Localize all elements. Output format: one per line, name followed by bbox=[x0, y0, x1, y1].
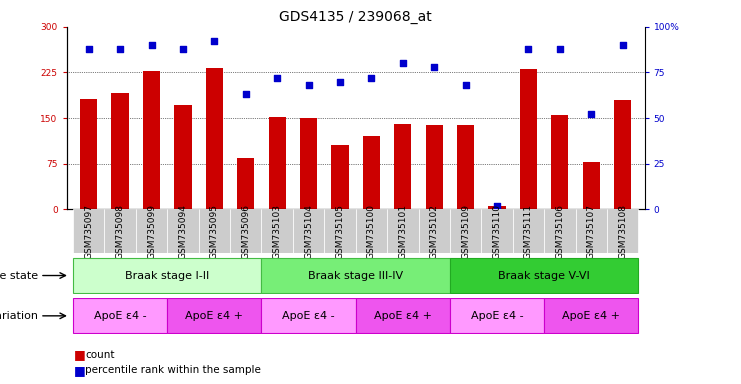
Point bbox=[491, 203, 503, 209]
Bar bbox=[582, 162, 600, 209]
Bar bbox=[262, 258, 450, 293]
Bar bbox=[363, 136, 380, 209]
Bar bbox=[482, 209, 513, 253]
Bar bbox=[73, 298, 167, 333]
Bar bbox=[325, 209, 356, 253]
Bar bbox=[387, 209, 419, 253]
Bar bbox=[206, 68, 223, 209]
Bar bbox=[450, 209, 482, 253]
Bar bbox=[607, 209, 639, 253]
Text: ApoE ε4 -: ApoE ε4 - bbox=[282, 311, 335, 321]
Text: genotype/variation: genotype/variation bbox=[0, 311, 39, 321]
Bar bbox=[450, 258, 639, 293]
Bar bbox=[513, 209, 544, 253]
Bar bbox=[73, 258, 262, 293]
Text: GSM735109: GSM735109 bbox=[461, 204, 470, 259]
Text: percentile rank within the sample: percentile rank within the sample bbox=[85, 365, 261, 375]
Text: GSM735106: GSM735106 bbox=[555, 204, 565, 259]
Point bbox=[554, 46, 566, 52]
Bar bbox=[551, 115, 568, 209]
Bar bbox=[419, 209, 450, 253]
Text: GSM735107: GSM735107 bbox=[587, 204, 596, 259]
Text: GSM735100: GSM735100 bbox=[367, 204, 376, 259]
Text: ■: ■ bbox=[74, 364, 86, 377]
Text: disease state: disease state bbox=[0, 270, 39, 281]
Point bbox=[208, 38, 220, 45]
Bar bbox=[425, 125, 443, 209]
Bar bbox=[576, 209, 607, 253]
Text: GSM735101: GSM735101 bbox=[399, 204, 408, 259]
Text: GSM735104: GSM735104 bbox=[304, 204, 313, 259]
Title: GDS4135 / 239068_at: GDS4135 / 239068_at bbox=[279, 10, 432, 25]
Point bbox=[585, 111, 597, 118]
Text: ApoE ε4 +: ApoE ε4 + bbox=[373, 311, 432, 321]
Text: count: count bbox=[85, 350, 115, 360]
Point bbox=[302, 82, 314, 88]
Text: GSM735108: GSM735108 bbox=[618, 204, 627, 259]
Point bbox=[428, 64, 440, 70]
Text: Braak stage V-VI: Braak stage V-VI bbox=[498, 270, 590, 281]
Bar bbox=[457, 125, 474, 209]
Bar bbox=[544, 298, 639, 333]
Bar bbox=[136, 209, 167, 253]
Bar bbox=[394, 124, 411, 209]
Bar bbox=[262, 298, 356, 333]
Text: Braak stage I-II: Braak stage I-II bbox=[125, 270, 210, 281]
Text: ApoE ε4 +: ApoE ε4 + bbox=[562, 311, 620, 321]
Point bbox=[114, 46, 126, 52]
Text: GSM735111: GSM735111 bbox=[524, 204, 533, 259]
Bar bbox=[143, 71, 160, 209]
Bar bbox=[544, 209, 576, 253]
Bar bbox=[614, 100, 631, 209]
Point bbox=[240, 91, 252, 98]
Bar bbox=[268, 117, 286, 209]
Text: GSM735094: GSM735094 bbox=[179, 204, 187, 259]
Text: GSM735102: GSM735102 bbox=[430, 204, 439, 259]
Text: GSM735096: GSM735096 bbox=[242, 204, 250, 259]
Point bbox=[334, 79, 346, 85]
Point bbox=[617, 42, 628, 48]
Bar bbox=[230, 209, 262, 253]
Bar bbox=[262, 209, 293, 253]
Bar bbox=[488, 206, 505, 209]
Text: GSM735095: GSM735095 bbox=[210, 204, 219, 259]
Bar bbox=[519, 70, 537, 209]
Text: GSM735098: GSM735098 bbox=[116, 204, 124, 259]
Point bbox=[145, 42, 157, 48]
Point bbox=[83, 46, 95, 52]
Point bbox=[177, 46, 189, 52]
Text: ApoE ε4 -: ApoE ε4 - bbox=[471, 311, 523, 321]
Bar bbox=[73, 209, 104, 253]
Point bbox=[522, 46, 534, 52]
Text: GSM735099: GSM735099 bbox=[147, 204, 156, 259]
Bar bbox=[199, 209, 230, 253]
Bar bbox=[167, 298, 262, 333]
Bar bbox=[356, 298, 450, 333]
Bar bbox=[300, 118, 317, 209]
Text: GSM735103: GSM735103 bbox=[273, 204, 282, 259]
Bar bbox=[111, 93, 129, 209]
Text: Braak stage III-IV: Braak stage III-IV bbox=[308, 270, 403, 281]
Bar bbox=[174, 105, 192, 209]
Bar bbox=[237, 157, 254, 209]
Text: ApoE ε4 +: ApoE ε4 + bbox=[185, 311, 243, 321]
Text: GSM735105: GSM735105 bbox=[336, 204, 345, 259]
Bar bbox=[450, 298, 544, 333]
Bar bbox=[293, 209, 325, 253]
Bar bbox=[104, 209, 136, 253]
Point bbox=[365, 75, 377, 81]
Bar bbox=[80, 99, 97, 209]
Text: GSM735110: GSM735110 bbox=[493, 204, 502, 259]
Bar bbox=[356, 209, 387, 253]
Point bbox=[459, 82, 471, 88]
Bar bbox=[167, 209, 199, 253]
Text: ApoE ε4 -: ApoE ε4 - bbox=[94, 311, 147, 321]
Text: GSM735097: GSM735097 bbox=[84, 204, 93, 259]
Text: ■: ■ bbox=[74, 348, 86, 361]
Point bbox=[397, 60, 409, 66]
Bar bbox=[331, 146, 348, 209]
Point bbox=[271, 75, 283, 81]
